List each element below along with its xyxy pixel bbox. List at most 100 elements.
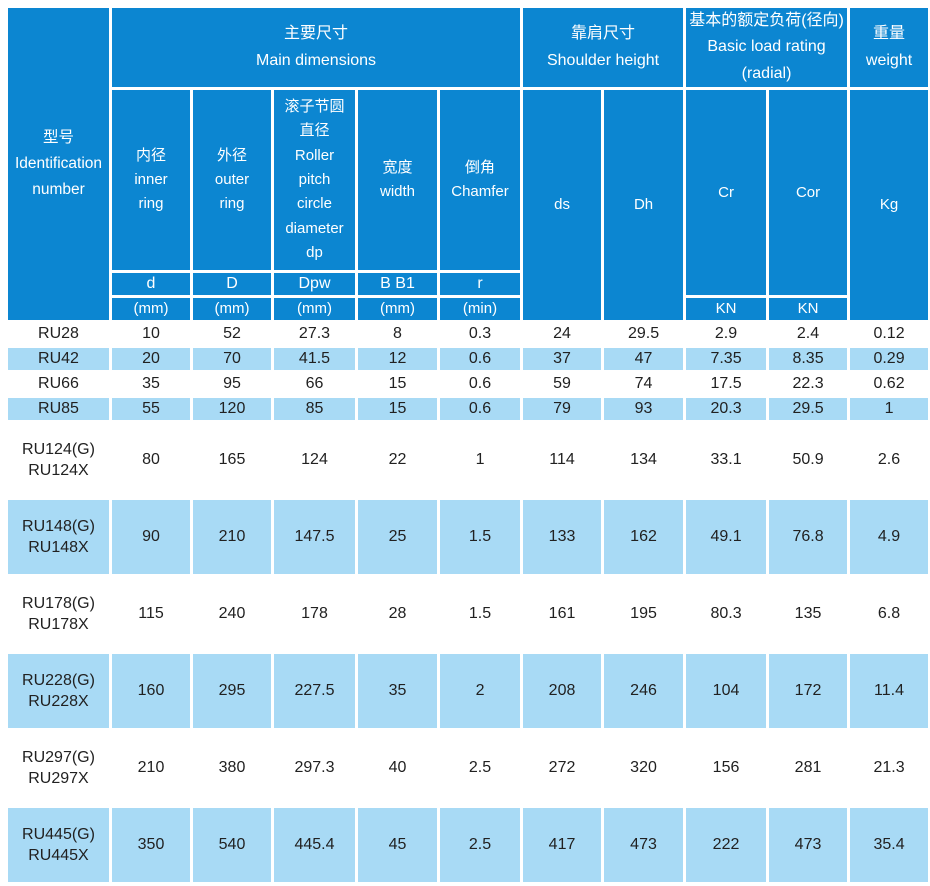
table-row: RU297(G) RU297X 210 380 297.3 40 2.5 272 320 156… [8, 731, 929, 806]
table-row: RU28 10 52 27.3 8 0.3 24 29.5 2.9 2.4 0.12 [8, 323, 929, 346]
header-outer-ring: 外径 outer ring [193, 90, 271, 271]
spec-value-cell: 540 [193, 808, 271, 883]
spec-value-cell: 297.3 [274, 731, 355, 806]
row-id-cell: RU124(G) RU124X [8, 423, 109, 498]
spec-value-cell: 47 [604, 348, 684, 371]
header-kg: Kg [850, 90, 929, 321]
spec-value-cell: 178 [274, 577, 355, 652]
spec-value-cell: 59 [523, 373, 602, 396]
spec-value-cell: 15 [358, 373, 437, 396]
spec-value-cell: 21.3 [850, 731, 929, 806]
spec-value-cell: 134 [604, 423, 684, 498]
spec-value-cell: 15 [358, 398, 437, 421]
spec-value-cell: 417 [523, 808, 602, 883]
weight-en: weight [865, 51, 913, 69]
spec-value-cell: 0.12 [850, 323, 929, 346]
symbol-b-b1: B B1 [358, 273, 437, 296]
spec-value-cell: 35 [112, 373, 190, 396]
spec-value-cell: 79 [523, 398, 602, 421]
spec-value-cell: 210 [112, 731, 190, 806]
spec-value-cell: 8.35 [769, 348, 848, 371]
spec-value-cell: 74 [604, 373, 684, 396]
spec-value-cell: 135 [769, 577, 848, 652]
spec-value-cell: 272 [523, 731, 602, 806]
spec-value-cell: 2.6 [850, 423, 929, 498]
row-id-cell: RU148(G) RU148X [8, 500, 109, 575]
spec-value-cell: 50.9 [769, 423, 848, 498]
unit-dpw-mm: (mm) [274, 298, 355, 321]
main-dimensions-en: Main dimensions [255, 51, 377, 69]
symbol-D: D [193, 273, 271, 296]
spec-value-cell: 295 [193, 654, 271, 729]
header-group-main-dimensions: 主要尺寸 Main dimensions [112, 8, 521, 88]
header-identification-number: 型号 Identification number [8, 8, 109, 321]
header-cr: Cr [686, 90, 767, 296]
spec-value-cell: 28 [358, 577, 437, 652]
spec-value-cell: 12 [358, 348, 437, 371]
spec-value-cell: 35.4 [850, 808, 929, 883]
row-id-cell: RU66 [8, 373, 109, 396]
header-width: 宽度 width [358, 90, 437, 271]
main-dimensions-zh: 主要尺寸 [284, 25, 349, 43]
weight-zh: 重量 [873, 25, 906, 43]
spec-value-cell: 2 [440, 654, 521, 729]
spec-value-cell: 380 [193, 731, 271, 806]
spec-value-cell: 124 [274, 423, 355, 498]
header-group-shoulder-height: 靠肩尺寸 Shoulder height [523, 8, 684, 88]
spec-value-cell: 22 [358, 423, 437, 498]
symbol-r: r [440, 273, 521, 296]
spec-value-cell: 195 [604, 577, 684, 652]
spec-value-cell: 147.5 [274, 500, 355, 575]
spec-value-cell: 29.5 [769, 398, 848, 421]
spec-value-cell: 8 [358, 323, 437, 346]
spec-value-cell: 104 [686, 654, 767, 729]
spec-value-cell: 1 [850, 398, 929, 421]
bearing-spec-table: 型号 Identification number 主要尺寸 Main dimen… [5, 5, 930, 885]
table-row: RU228(G) RU228X 160 295 227.5 35 2 208 246 104 17… [8, 654, 929, 729]
row-id-cell: RU42 [8, 348, 109, 371]
symbol-dpw: Dpw [274, 273, 355, 296]
spec-value-cell: 2.9 [686, 323, 767, 346]
spec-value-cell: 222 [686, 808, 767, 883]
spec-value-cell: 172 [769, 654, 848, 729]
spec-value-cell: 49.1 [686, 500, 767, 575]
table-row: RU445(G) RU445X 350 540 445.4 45 2.5 417 473 222… [8, 808, 929, 883]
table-row: RU124(G) RU124X 80 165 124 22 1 114 134 33.1 50.9… [8, 423, 929, 498]
spec-value-cell: 0.29 [850, 348, 929, 371]
spec-value-cell: 25 [358, 500, 437, 575]
spec-value-cell: 33.1 [686, 423, 767, 498]
spec-value-cell: 0.6 [440, 373, 521, 396]
spec-value-cell: 227.5 [274, 654, 355, 729]
table-row: RU178(G) RU178X 115 240 178 28 1.5 161 195 80.3 1… [8, 577, 929, 652]
spec-value-cell: 20 [112, 348, 190, 371]
spec-value-cell: 22.3 [769, 373, 848, 396]
spec-value-cell: 0.6 [440, 398, 521, 421]
row-id-cell: RU178(G) RU178X [8, 577, 109, 652]
header-group-weight: 重量 weight [850, 8, 929, 88]
spec-value-cell: 70 [193, 348, 271, 371]
row-id-cell: RU445(G) RU445X [8, 808, 109, 883]
unit-b-mm: (mm) [358, 298, 437, 321]
spec-value-cell: 114 [523, 423, 602, 498]
spec-value-cell: 17.5 [686, 373, 767, 396]
spec-value-cell: 24 [523, 323, 602, 346]
unit-cor-kn: KN [769, 298, 848, 321]
table-row: RU66 35 95 66 15 0.6 59 74 17.5 22.3 0.62 [8, 373, 929, 396]
spec-value-cell: 20.3 [686, 398, 767, 421]
spec-value-cell: 320 [604, 731, 684, 806]
spec-value-cell: 473 [604, 808, 684, 883]
header-group-basic-load-rating: 基本的额定负荷(径向) Basic load rating (radial) [686, 8, 848, 88]
spec-value-cell: 2.5 [440, 808, 521, 883]
spec-value-cell: 0.3 [440, 323, 521, 346]
header-inner-ring: 内径 inner ring [112, 90, 190, 271]
spec-value-cell: 281 [769, 731, 848, 806]
spec-value-cell: 1.5 [440, 500, 521, 575]
spec-value-cell: 41.5 [274, 348, 355, 371]
spec-value-cell: 7.35 [686, 348, 767, 371]
spec-value-cell: 246 [604, 654, 684, 729]
spec-value-cell: 161 [523, 577, 602, 652]
header-roller-pitch-circle-diameter: 滚子节圆 直径 Roller pitch circle diameter dp [274, 90, 355, 271]
spec-value-cell: 473 [769, 808, 848, 883]
shoulder-height-en: Shoulder height [546, 51, 660, 69]
